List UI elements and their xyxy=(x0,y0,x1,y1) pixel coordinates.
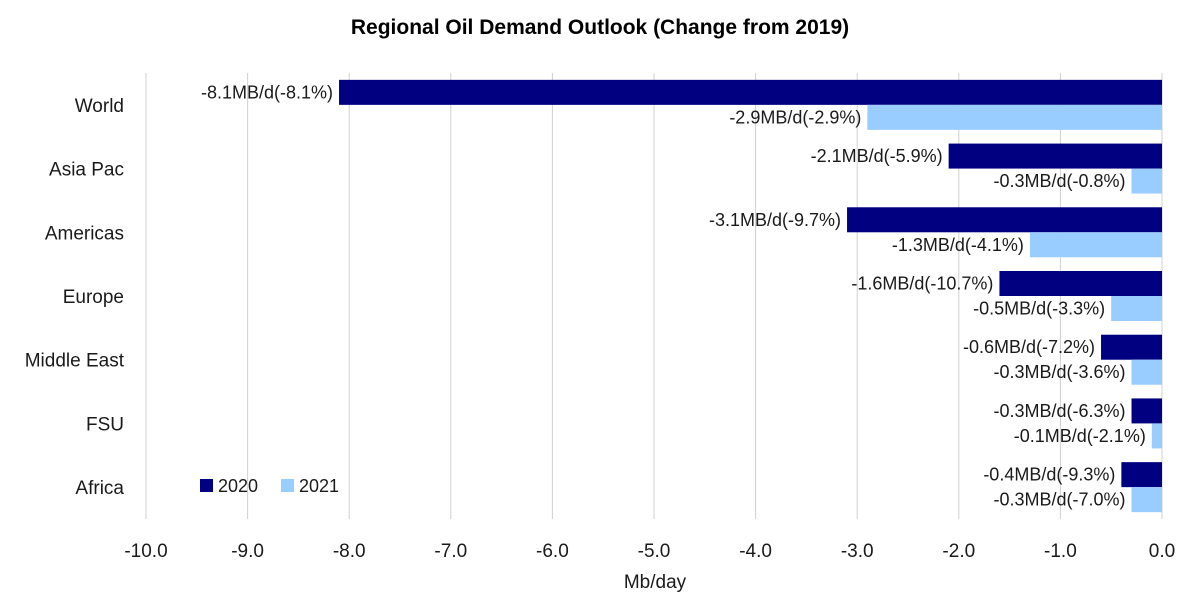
bar-2020-middle-east xyxy=(1101,334,1162,360)
x-tick-label: -3.0 xyxy=(841,541,874,562)
bar-2021-europe xyxy=(1111,296,1162,321)
x-tick-label: -4.0 xyxy=(739,541,772,562)
legend-swatch-2020 xyxy=(200,479,213,492)
category-label: Middle East xyxy=(25,351,125,372)
category-label: World xyxy=(75,96,124,117)
bar-2021-world xyxy=(867,104,1162,130)
bar-2020-africa xyxy=(1121,462,1162,488)
legend: 2020 2021 xyxy=(200,476,339,496)
bar-2020-europe xyxy=(999,271,1162,296)
data-label: -1.6MB/d(-10.7%) xyxy=(851,274,993,294)
x-tick-label: -6.0 xyxy=(536,541,569,562)
bar-2020-asia-pac xyxy=(948,143,1162,169)
category-label: Americas xyxy=(45,223,124,244)
data-label: -0.1MB/d(-2.1%) xyxy=(1014,426,1146,446)
bar-2020-fsu xyxy=(1131,398,1162,424)
x-tick-label: -7.0 xyxy=(434,541,467,562)
data-label: -0.6MB/d(-7.2%) xyxy=(963,337,1095,357)
data-label: -0.3MB/d(-3.6%) xyxy=(993,362,1125,382)
data-label: -8.1MB/d(-8.1%) xyxy=(201,82,333,102)
category-label: Africa xyxy=(75,478,124,499)
data-label: -2.1MB/d(-5.9%) xyxy=(811,146,943,166)
bar-2021-africa xyxy=(1131,487,1162,513)
bar-2021-middle-east xyxy=(1131,359,1162,385)
chart-title: Regional Oil Demand Outlook (Change from… xyxy=(350,16,850,39)
x-tick-labels: -10.0 -9.0 -8.0 -7.0 -6.0 -5.0 -4.0 -3.0 -2.0 -1.… xyxy=(124,541,1175,562)
bar-2021-americas xyxy=(1029,232,1162,258)
bar-2021-fsu xyxy=(1151,423,1162,449)
legend-swatch-2021 xyxy=(281,479,294,492)
category-label: Asia Pac xyxy=(49,160,124,181)
x-tick-label: 0.0 xyxy=(1149,541,1175,562)
data-label: -3.1MB/d(-9.7%) xyxy=(709,210,841,230)
bars xyxy=(339,79,1162,513)
x-tick-label: -5.0 xyxy=(638,541,671,562)
x-tick-label: -10.0 xyxy=(124,541,167,562)
data-label: -0.3MB/d(-6.3%) xyxy=(993,401,1125,421)
x-tick-label: -9.0 xyxy=(231,541,264,562)
data-label: -1.3MB/d(-4.1%) xyxy=(892,235,1024,255)
bar-2021-asia-pac xyxy=(1131,168,1162,194)
data-label: -0.5MB/d(-3.3%) xyxy=(973,299,1105,319)
legend-label-2021: 2021 xyxy=(299,476,339,496)
data-labels: -8.1MB/d(-8.1%) -2.9MB/d(-2.9%) -2.1MB/d(-… xyxy=(201,82,1146,509)
x-axis-title: Mb/day xyxy=(624,572,687,593)
category-label: FSU xyxy=(86,414,124,435)
bar-2020-world xyxy=(339,79,1162,105)
data-label: -0.4MB/d(-9.3%) xyxy=(983,465,1115,485)
bar-2020-americas xyxy=(847,207,1162,233)
data-label: -0.3MB/d(-0.8%) xyxy=(993,171,1125,191)
category-label: Europe xyxy=(63,287,124,308)
x-tick-label: -1.0 xyxy=(1044,541,1077,562)
legend-label-2020: 2020 xyxy=(218,476,258,496)
x-tick-label: -8.0 xyxy=(333,541,366,562)
category-labels: World Asia Pac Americas Europe Middle East FS… xyxy=(25,96,125,499)
data-label: -0.3MB/d(-7.0%) xyxy=(993,490,1125,510)
data-label: -2.9MB/d(-2.9%) xyxy=(729,107,861,127)
x-tick-label: -2.0 xyxy=(942,541,975,562)
